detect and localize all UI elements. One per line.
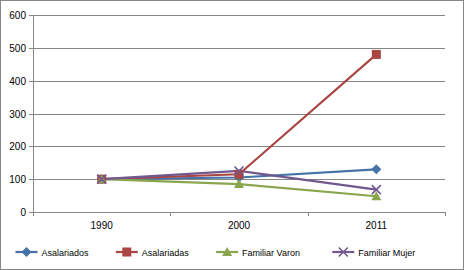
grid-line — [33, 15, 445, 16]
x-tick-label: 1990 — [91, 220, 114, 231]
y-tick — [29, 179, 33, 180]
y-tick-label: 0 — [20, 207, 26, 218]
legend-label: Asalariadas — [142, 248, 190, 258]
y-tick-label: 200 — [9, 141, 26, 152]
y-tick — [29, 146, 33, 147]
point-marker — [97, 174, 107, 183]
point-marker — [372, 50, 381, 59]
grid-line — [33, 81, 445, 82]
legend-marker — [339, 248, 348, 257]
legend-label: Familiar Varon — [242, 248, 300, 258]
legend-label: Familiar Mujer — [358, 248, 415, 258]
legend-marker — [22, 247, 32, 257]
y-tick-label: 100 — [9, 174, 26, 185]
grid-line — [33, 114, 445, 115]
plot-area — [97, 50, 382, 200]
y-tick — [29, 114, 33, 115]
y-axis — [33, 15, 34, 212]
x-tick — [170, 212, 171, 216]
x-tick-label: 2000 — [228, 220, 251, 231]
chart-frame — [1, 1, 464, 270]
legend-marker — [222, 247, 232, 256]
point-marker — [372, 185, 381, 194]
x-tick — [308, 212, 309, 216]
y-tick-label: 600 — [9, 10, 26, 21]
y-tick-label: 400 — [9, 76, 26, 87]
legend-label: Asalariados — [42, 248, 90, 258]
point-marker — [371, 164, 381, 174]
grid-line — [33, 212, 445, 213]
x-tick — [33, 212, 34, 216]
point-marker — [235, 166, 244, 175]
y-tick — [29, 212, 33, 213]
series-line — [102, 179, 377, 196]
chart: 0 100 200 300 400 500 600 1990 2000 2011 Asalariad… — [0, 0, 464, 270]
x-tick-label: 2011 — [366, 220, 388, 231]
point-marker — [234, 179, 244, 188]
x-tick — [445, 212, 446, 216]
grid-line — [33, 146, 445, 147]
point-marker — [97, 175, 106, 184]
y-tick — [29, 48, 33, 49]
x-axis — [33, 212, 445, 213]
series-line — [102, 54, 377, 179]
legend-marker — [122, 248, 131, 257]
y-tick-label: 300 — [9, 109, 26, 120]
grid-line — [33, 48, 445, 49]
legend: Asalariados Asalariadas Familiar Varon Fami… — [16, 247, 416, 258]
point-marker — [97, 175, 106, 184]
point-marker — [97, 174, 107, 184]
y-tick — [29, 81, 33, 82]
y-tick — [29, 15, 33, 16]
y-tick-label: 500 — [9, 43, 26, 54]
